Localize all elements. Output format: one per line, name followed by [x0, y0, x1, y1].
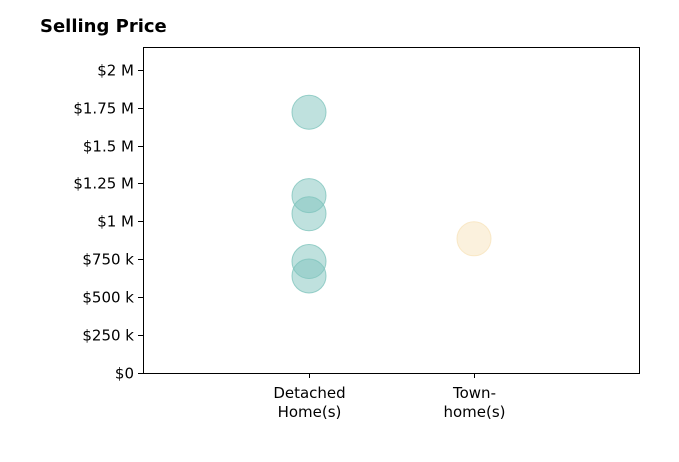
y-tick-label: $250 k: [82, 327, 134, 345]
y-tick-label: $1 M: [97, 213, 134, 231]
y-tick-label: $0: [115, 365, 134, 383]
chart-title: Selling Price: [40, 16, 167, 37]
y-tick-label: $1.75 M: [73, 100, 134, 118]
y-tick-label: $2 M: [97, 62, 134, 80]
plot-frame: [143, 47, 640, 374]
x-tick-label-line: Detached: [273, 384, 345, 402]
y-tick-label: $500 k: [82, 289, 134, 307]
x-tick-label: Detached Home(s): [273, 384, 345, 421]
data-point: [291, 196, 327, 232]
x-tick-label-line: Town-: [452, 384, 496, 402]
x-tick-label-line: Home(s): [278, 403, 342, 421]
data-point: [456, 221, 492, 257]
y-tick-label: $1.5 M: [83, 138, 134, 156]
data-point: [291, 258, 327, 294]
y-tick-label: $750 k: [82, 251, 134, 269]
x-tick-label-line: home(s): [443, 403, 505, 421]
x-tick-label: Town-home(s): [443, 384, 505, 421]
data-point: [291, 94, 327, 130]
y-tick-label: $1.25 M: [73, 175, 134, 193]
